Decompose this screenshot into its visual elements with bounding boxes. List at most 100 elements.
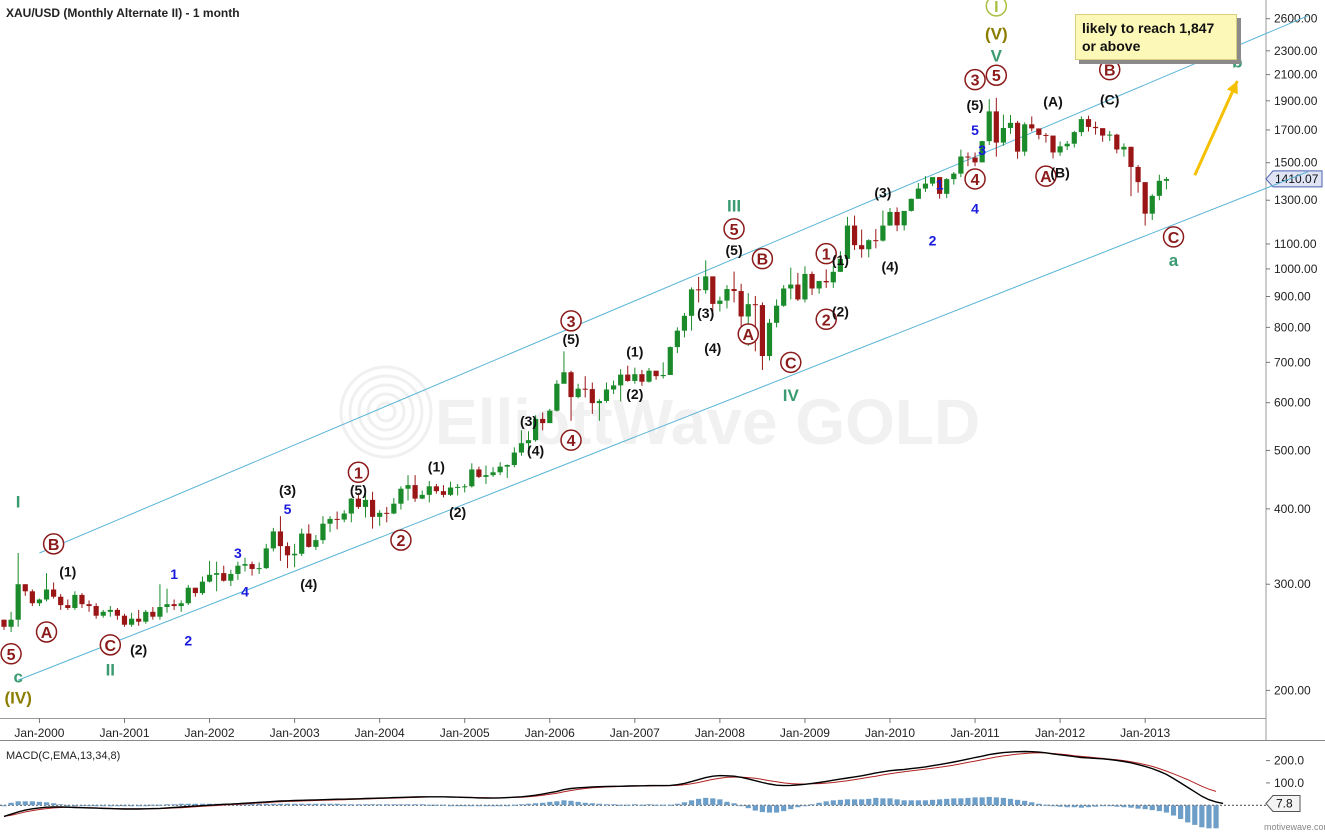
wave-label-circle [737,323,759,345]
candle-body [511,452,517,465]
candle-body [660,374,666,377]
macd-histogram-bar [164,804,170,806]
wave-label: 2 [396,533,405,550]
macd-histogram-bar [469,805,475,807]
candle-body [72,594,78,608]
macd-histogram-bar [809,804,815,806]
candle-body [965,156,971,158]
macd-histogram-bar [866,798,872,806]
candle-body [15,584,21,620]
wave-label: 1 [936,177,944,193]
candle-body [341,513,347,520]
macd-histogram-bar [773,805,780,813]
macd-histogram-bar [369,804,376,806]
candle-body [724,289,730,301]
price-tick-label: 2300.00 [1274,44,1318,58]
candle-body [1029,124,1035,129]
price-tick-label: 1100.00 [1274,237,1317,251]
candle-body [568,372,574,398]
macd-line [3,750,1224,818]
macd-histogram-bar [1178,805,1184,819]
macd-histogram-bar [873,797,879,806]
wave-label: a [1169,251,1179,270]
wave-label: (3) [697,305,714,321]
candle-body [887,211,893,226]
candle-body [759,305,766,357]
time-tick-label: Jan-2013 [1120,726,1170,740]
macd-histogram-bar [1007,798,1014,806]
macd-histogram-bar [178,803,184,806]
macd-histogram-bar [426,804,432,806]
price-tick-label: 1900.00 [1274,94,1318,108]
macd-histogram-bar [327,803,333,806]
time-tick-label: Jan-2009 [780,726,830,740]
macd-histogram-bar [731,803,737,806]
macd-histogram-bar [561,800,567,806]
macd-histogram-bar [979,797,985,806]
wave-label: 3 [234,545,242,561]
macd-histogram-bar [1192,805,1198,825]
candle-body [575,388,581,398]
wave-label: (5) [350,482,367,498]
candle-body [497,466,503,473]
wave-label: A [1040,169,1052,186]
macd-histogram-bar [29,801,35,806]
macd-histogram-bar [199,803,206,806]
macd-histogram-bar [483,805,489,807]
macd-histogram-bar [766,805,773,813]
wave-label: (3) [279,482,296,498]
candle-body [809,273,815,289]
candle-body [929,177,936,184]
wave-label: 2 [184,632,192,648]
wave-label: C [785,355,797,372]
macd-histogram-bar [880,798,886,806]
macd-histogram-bar [830,800,836,806]
candle-body [263,548,269,569]
macd-histogram-bar [554,801,560,806]
candle-body [1107,134,1113,136]
macd-histogram-bar [242,803,248,806]
price-tick-label: 200.00 [1274,683,1311,697]
projection-arrow-line [1193,80,1239,176]
candle-body [873,240,879,242]
macd-histogram-bar [150,804,156,806]
wave-label: (1) [59,563,76,579]
candle-body [944,179,950,194]
wave-label: (1) [626,343,643,359]
macd-tick-label: 100.0 [1274,776,1304,790]
candle-body [1071,132,1077,144]
macd-histogram-bar [1142,805,1148,810]
candle-body [369,499,376,517]
macd-histogram-bar [610,804,617,806]
macd-histogram-bar [121,805,128,807]
candle-body [625,374,631,381]
candle-body [773,305,780,323]
candle-body [1149,195,1155,214]
candle-body [199,581,206,594]
candle-body [1,619,7,627]
macd-histogram-bar [1036,803,1042,806]
candle-body [462,486,468,488]
candle-body [1057,146,1063,153]
candle-body [313,540,319,547]
wave-label: (4) [881,258,898,274]
macd-histogram-bar [859,799,865,806]
macd-histogram-bar [8,802,14,806]
macd-histogram-bar [65,805,71,807]
candle-body [178,603,184,607]
candle-body [752,304,758,306]
candle-body [851,225,858,246]
macd-histogram-bar [986,796,992,806]
macd-histogram-bar [589,803,595,806]
macd-histogram-bar [58,804,64,806]
macd-histogram-bar [922,800,929,806]
candle-body [384,512,390,514]
candle-body [951,173,957,180]
candle-body [766,322,773,357]
wave-label: 4 [971,200,979,216]
macd-histogram-bar [171,804,177,806]
candle-body [334,518,340,520]
macd-histogram-bar [1029,802,1035,806]
macd-histogram-bar [504,805,510,807]
